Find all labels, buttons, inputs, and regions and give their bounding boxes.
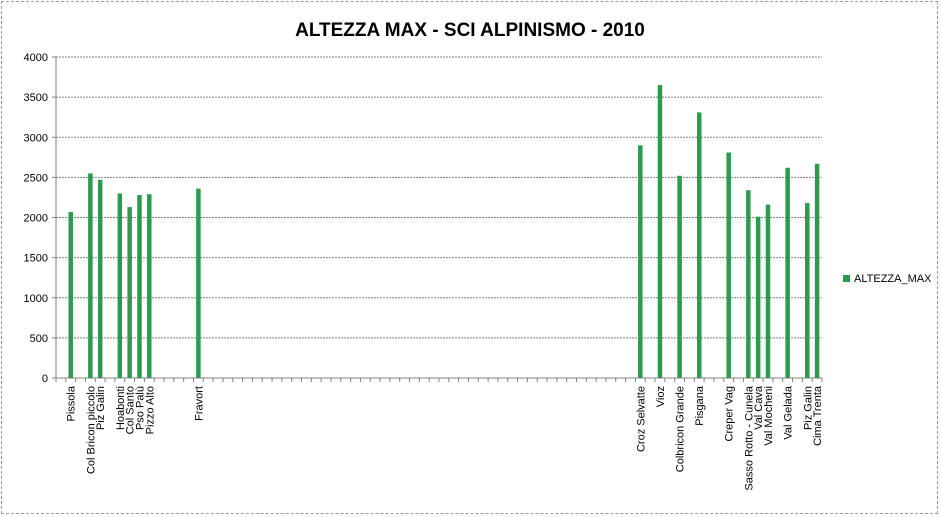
legend-label: ALTEZZA_MAX [854,273,932,285]
bar-series [68,85,820,379]
chart-title: ALTEZZA MAX - SCI ALPINISMO - 2010 [295,20,645,41]
x-tick-label: Val Gelada [783,385,795,439]
y-tick-label: 2000 [24,213,48,225]
x-tick-label: Cima Trenta [812,385,824,446]
x-tick-label: Hoabonti [115,386,127,430]
bar [726,152,731,378]
bar [677,175,682,378]
bar [814,163,820,378]
bar [805,203,810,378]
y-tick-label: 1500 [24,253,48,265]
x-tick-label: Col Santo [125,386,137,434]
x-tick-label: Piz Galin [95,386,107,430]
x-tick-label: Creper Vag [724,386,736,441]
bar [88,173,93,378]
y-tick-label: 3000 [24,132,48,144]
x-tick-label: Pissola [66,385,78,421]
x-tick-label: Col Bricon piccolo [85,386,97,474]
y-tick-label: 2500 [24,172,48,184]
legend-swatch [843,275,850,282]
y-tick-label: 500 [30,333,48,345]
bar [68,211,73,378]
x-tick-label: Croz Selvatte [635,386,647,452]
x-tick-label: Piz Galin [802,386,814,430]
bar [657,85,663,379]
x-tick-label: Val Cava [753,385,765,430]
y-tick-label: 1000 [24,293,48,305]
bar [127,207,132,378]
y-tick-label: 0 [42,373,48,385]
bar [147,194,152,378]
x-tick-label: Pizzo Alto [144,386,156,434]
x-tick-label: Sasso Rotto - Cunela [743,385,755,490]
x-tick-label: Fravort [193,386,205,421]
y-tick-label: 3500 [24,92,48,104]
bar [696,112,702,378]
x-tick-label: Pisgana [694,385,706,426]
bar [755,216,761,378]
y-tick-label: 4000 [24,52,48,64]
bar [196,188,201,378]
x-tick-label: Colbricon Grande [675,386,687,472]
x-tick-label: Val Mocheni [763,386,775,446]
legend: ALTEZZA_MAX [843,273,932,285]
bar [137,195,142,378]
x-tick-label: Vioz [655,386,667,407]
bar [746,190,751,378]
bar [765,204,771,378]
bar [117,193,123,378]
y-axis: 0 500 1000 1500 2000 2500 3000 3500 4000 [24,52,57,385]
bar [785,167,790,378]
gridlines [56,56,822,339]
bar [97,179,103,378]
bar [638,145,643,378]
x-tick-label: Pso Palù [134,386,146,430]
